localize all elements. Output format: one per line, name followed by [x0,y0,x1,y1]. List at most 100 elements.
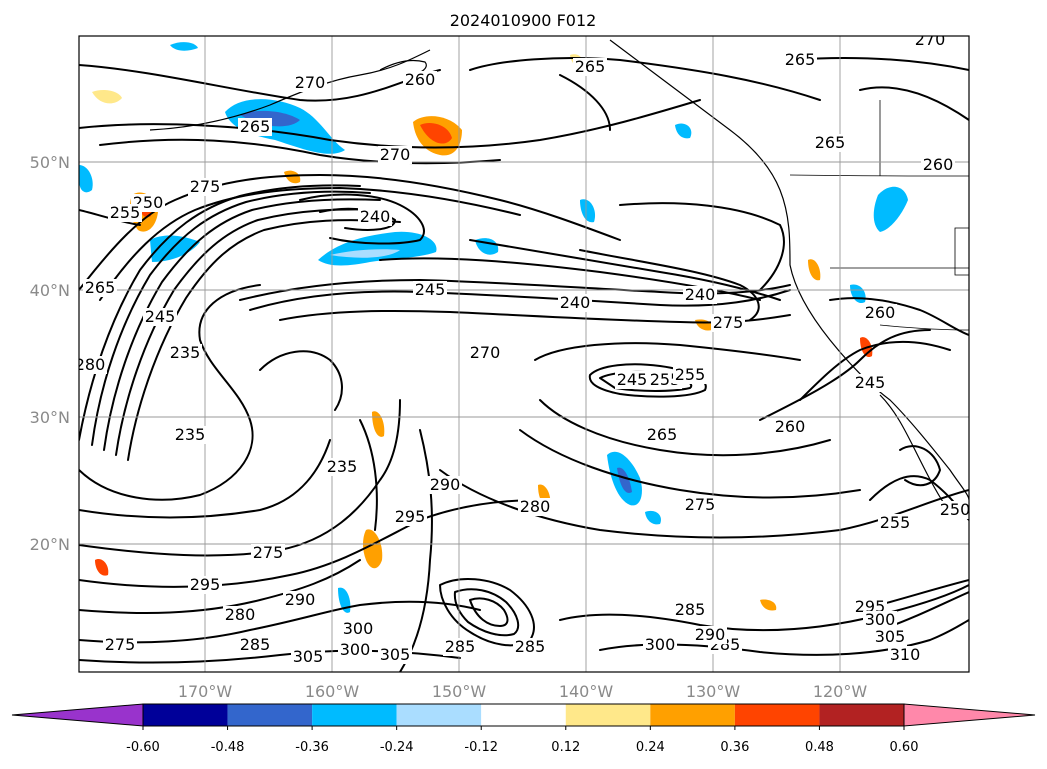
shade-patch [92,90,122,104]
colorbar-swatch [227,704,313,726]
contour-label: 270 [295,73,326,92]
contour-label: 250 [940,500,971,519]
contour-label: 280 [520,497,551,516]
contour-label: 285 [240,635,271,654]
contour-label: 270 [470,343,501,362]
latitude-labels: 50°N 40°N 30°N 20°N [30,153,70,554]
colorbar-extend-low [11,703,144,727]
contour-label: 270 [380,145,411,164]
contour-label: 260 [923,155,954,174]
shade-patch [760,599,777,611]
contour-label: 235 [175,425,206,444]
contour-label: 275 [190,177,221,196]
colorbar: -0.60 -0.48 -0.36 -0.24 -0.12 0.12 0.24 0.36 0.4… [11,703,1036,755]
contour-label: 300 [645,635,676,654]
contour-label: 265 [647,425,678,444]
shade-patch [617,467,632,493]
colorbar-tick-label: 0.48 [805,740,834,755]
contour-label: 255 [675,365,706,384]
colorbar-swatch [481,704,566,726]
colorbar-swatch [734,704,820,726]
contour-label: 305 [293,647,324,666]
colorbar-swatch [819,704,904,726]
contour-label: 240 [360,207,391,226]
shade-patch [170,42,198,51]
contour-label: 245 [415,280,446,299]
longitude-label: 150°W [432,682,487,701]
colorbar-swatch [650,704,735,726]
shade-patch [873,186,908,232]
colorbar-tick-label: 0.24 [636,740,665,755]
contour-label: 245 [145,307,176,326]
contour-label: 255 [880,513,911,532]
map-frame [78,35,970,673]
contour-label: 235 [170,343,201,362]
contour-label: 245 [855,373,886,392]
shade-patch [580,199,596,223]
contour-label: 285 [675,600,706,619]
longitude-label: 130°W [686,682,741,701]
contour-label: 260 [405,70,436,89]
contour-label: 300 [343,619,374,638]
contour-label: 245 [617,370,648,389]
colorbar-tick-label: -0.36 [295,740,329,755]
longitude-label: 170°W [178,682,233,701]
shade-patch [363,529,383,569]
contour-label: 275 [685,495,716,514]
shade-patch [330,249,400,258]
contour-label: 280 [225,605,256,624]
contour-label: 275 [253,543,284,562]
contour-label: 255 [110,203,141,222]
contour-label: 255 [650,370,681,389]
colorbar-tick-label: -0.60 [126,740,160,755]
contour-label: 280 [75,355,106,374]
colorbar-swatch [565,704,651,726]
contour-label: 300 [865,610,896,629]
graticule [79,36,969,672]
shade-patch [284,170,301,184]
contour-label: 295 [190,575,221,594]
contour-label: 290 [430,475,461,494]
contour-label: 240 [685,285,716,304]
colorbar-tick-label: -0.12 [464,740,498,755]
contour-label: 275 [105,635,136,654]
contour-label: 275 [713,313,744,332]
longitude-label: 120°W [813,682,868,701]
contour-label: 305 [875,627,906,646]
contour-label: 265 [815,133,846,152]
contour-lines [79,57,969,672]
contour-label: 235 [327,457,358,476]
contour-label: 265 [575,57,606,76]
colorbar-tick-label: -0.24 [380,740,414,755]
contour-label: 265 [785,50,816,69]
shade-patch [79,165,93,193]
shade-patch [420,122,452,144]
latitude-label: 30°N [30,408,70,427]
latitude-label: 20°N [30,535,70,554]
longitude-labels: 170°W 160°W 150°W 140°W 130°W 120°W [178,682,868,701]
contour-label: 290 [285,590,316,609]
latitude-label: 50°N [30,153,70,172]
colorbar-frame [142,703,905,727]
contour-label: 265 [85,278,116,297]
colorbar-tick-label: 0.36 [720,740,749,755]
colorbar-tick-label: -0.48 [211,740,245,755]
longitude-label: 140°W [559,682,614,701]
colorbar-tick-label: 0.60 [890,740,919,755]
shade-patch [675,123,692,139]
shade-patch [95,559,109,576]
shade-patch [372,411,385,437]
contour-label: 305 [380,645,411,664]
contour-label: 290 [695,625,726,644]
contour-label: 300 [340,640,371,659]
contour-label: 285 [515,637,546,656]
latitude-label: 40°N [30,281,70,300]
colorbar-swatch [396,704,482,726]
map-title: 2024010900 F012 [450,11,597,30]
shade-patch [645,510,661,525]
contour-label: 310 [890,645,921,664]
shade-patch [808,259,821,281]
